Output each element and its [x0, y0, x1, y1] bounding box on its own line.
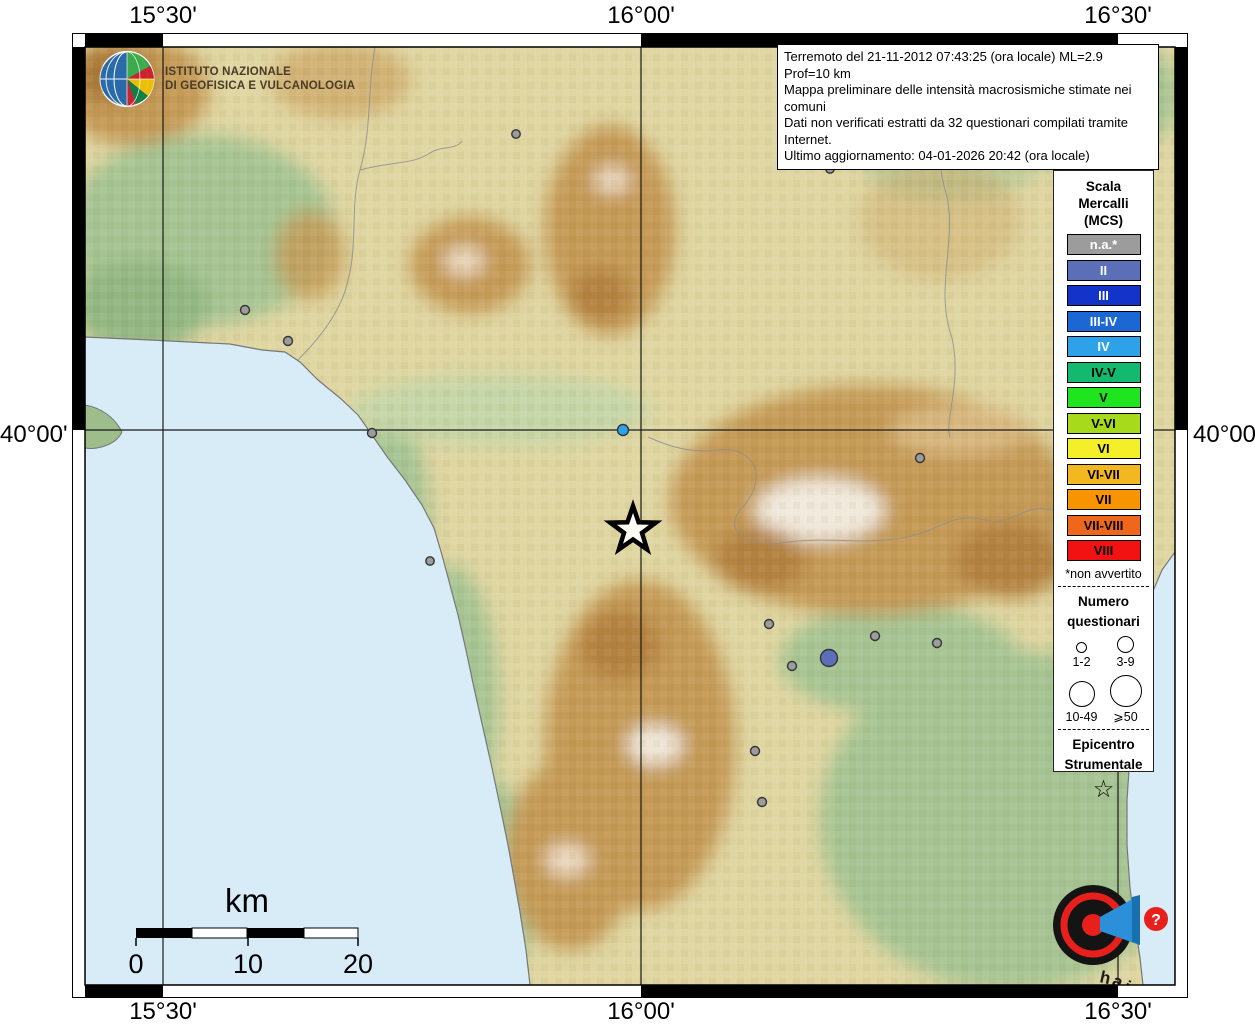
scale-tick-20: 20 — [343, 949, 373, 979]
intensity-chip-vii: VII — [1066, 489, 1141, 510]
epicenter-star — [603, 499, 663, 556]
size-label-10-49: 10-49 — [1065, 710, 1098, 724]
legend-separator-2 — [1057, 729, 1150, 730]
intensity-scale-chips: n.a.* II III III-IV IV IV-V V V-VI VI VI… — [1066, 234, 1141, 561]
intensity-chip-iii-iv: III-IV — [1066, 310, 1141, 332]
intensity-point-na — [366, 427, 378, 439]
intensity-chip-vi: VI — [1066, 438, 1141, 459]
intensity-point-na — [756, 796, 768, 808]
size-dot-1-2-icon — [1076, 642, 1087, 653]
event-info-box: Terremoto del 21-11-2012 07:43:25 (ora l… — [777, 44, 1159, 170]
epicenter-star-symbol — [603, 499, 663, 556]
ingv-name-line2: DI GEOFISICA E VULCANOLOGIA — [165, 80, 356, 92]
axis-label-bottom-right: 16°30' — [1084, 998, 1152, 1025]
intensity-chip-vi-vii: VI-VII — [1066, 463, 1141, 485]
axis-label-right-lat: 40°00' — [1193, 421, 1255, 448]
intensity-point-na — [914, 452, 926, 464]
intensity-point-na — [511, 129, 521, 139]
intensity-chip-viii: VIII — [1066, 540, 1141, 561]
coast-cape — [85, 404, 123, 449]
intensity-chip-na: n.a.* — [1066, 234, 1141, 255]
question-badge-icon — [1144, 907, 1168, 931]
scale-bar: km 0 10 20 — [128, 882, 373, 979]
intensity-point-na — [282, 335, 294, 347]
axis-label-bottom-left: 15°30' — [129, 998, 197, 1025]
intensity-chip-v-vi: V-VI — [1066, 412, 1141, 434]
axis-label-top-left: 15°30' — [129, 2, 197, 29]
intensity-point-na — [869, 630, 881, 642]
size-dot-50-icon — [1109, 675, 1142, 707]
terrain-map: km 0 10 20 ? h — [72, 33, 1188, 998]
epicenter-star-icon: ☆ — [1092, 776, 1115, 803]
intensity-point-na — [931, 637, 943, 649]
intensity-point-na — [786, 660, 798, 672]
legend-footnote: *non avvertito — [1065, 567, 1142, 581]
axis-label-top-center: 16°00' — [607, 2, 675, 29]
size-label-3-9: 3-9 — [1116, 655, 1135, 669]
intensity-chip-iii: III — [1066, 285, 1141, 306]
svg-text:?: ? — [1151, 912, 1161, 929]
intensity-chip-v: V — [1066, 387, 1141, 408]
intensity-point-na — [763, 618, 775, 630]
intensity-point-II — [819, 648, 839, 668]
axis-label-bottom-center: 16°00' — [607, 998, 675, 1025]
intensity-chip-vii-viii: VII-VIII — [1066, 514, 1141, 536]
intensity-point-IV — [616, 423, 630, 437]
size-label-1-2: 1-2 — [1072, 655, 1091, 669]
ingv-name-line1: ISTITUTO NAZIONALE — [165, 66, 292, 78]
intensity-chip-iv-v: IV-V — [1066, 361, 1141, 383]
axis-label-top-right: 16°30' — [1084, 2, 1152, 29]
intensity-point-na — [239, 304, 251, 316]
terrain-layer: km 0 10 20 ? h — [85, 47, 1175, 985]
axis-label-left-lat: 40°00' — [0, 421, 68, 448]
intensity-chip-iv: IV — [1066, 336, 1141, 357]
event-info-line2: Mappa preliminare delle intensità macros… — [784, 82, 1132, 114]
megaphone-icon — [1100, 895, 1140, 945]
intensity-point-na — [425, 556, 435, 566]
event-info-line1: Terremoto del 21-11-2012 07:43:25 (ora l… — [784, 49, 1103, 81]
scale-tick-10: 10 — [233, 949, 263, 979]
legend-title: Scala Mercalli (MCS) — [1078, 179, 1129, 228]
sea-gulf — [85, 336, 531, 985]
scale-tick-0: 0 — [128, 949, 143, 979]
legend-panel: Scala Mercalli (MCS) n.a.* II III III-IV… — [1053, 170, 1154, 803]
event-info-line3: Dati non verificati estratti da 32 quest… — [784, 115, 1128, 147]
map-frame-inner — [84, 46, 1176, 986]
size-dot-3-9-icon — [1117, 636, 1134, 653]
intensity-point-na — [749, 745, 761, 757]
legend-separator — [1057, 586, 1150, 587]
ingv-logo: ISTITUTO NAZIONALE DI GEOFISICA E VULCAN… — [98, 50, 355, 108]
graticule — [85, 47, 1175, 985]
intensity-points-layer — [239, 129, 943, 808]
size-label-50: ⩾50 — [1113, 710, 1138, 724]
event-info-line4: Ultimo aggiornamento: 04-01-2026 20:42 (… — [784, 148, 1090, 163]
questionnaires-title: Numero questionari — [1067, 594, 1140, 629]
map-frame-band — [73, 34, 1187, 997]
scale-bar-unit: km — [225, 882, 269, 919]
questionnaire-size-key: 1-2 3-9 10-49 ⩾50 — [1060, 636, 1148, 724]
ingv-globe-icon — [99, 50, 155, 108]
intensity-chip-ii: II — [1066, 259, 1141, 281]
epicenter-key-title: Epicentro Strumentale — [1064, 737, 1143, 772]
size-dot-10-49-icon — [1068, 681, 1095, 707]
